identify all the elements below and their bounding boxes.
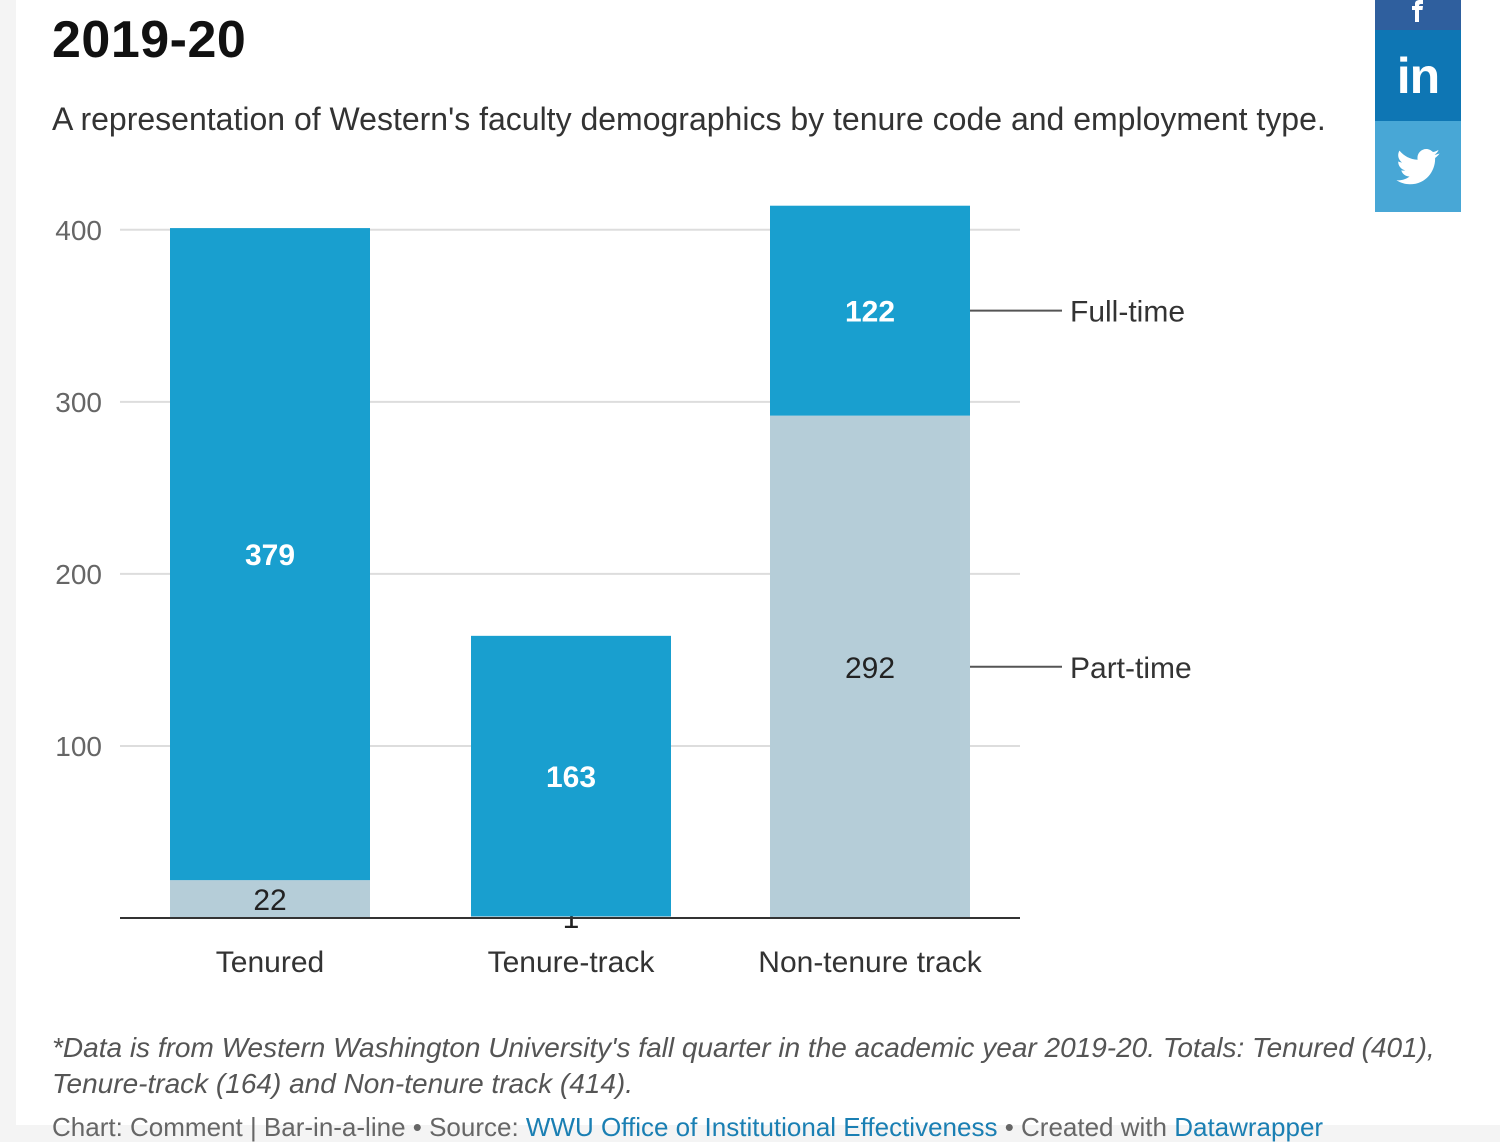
data-label-tenure-track-full-time: 163 bbox=[546, 761, 596, 794]
credits-middle: • Created with bbox=[997, 1112, 1175, 1142]
source-link[interactable]: WWU Office of Institutional Effectivenes… bbox=[525, 1112, 998, 1142]
x-tick-label-tenured: Tenured bbox=[216, 946, 324, 979]
chart-subtitle: A representation of Western's faculty de… bbox=[52, 101, 1326, 137]
y-tick-label-100: 100 bbox=[55, 731, 102, 762]
bar-non-tenure-track-full-time bbox=[770, 205, 970, 416]
datawrapper-link[interactable]: Datawrapper bbox=[1174, 1112, 1324, 1142]
x-tick-label-tenure-track: Tenure-track bbox=[488, 946, 656, 979]
data-label-non-tenure-track-part-time: 292 bbox=[845, 652, 895, 685]
bar-tenured-full-time bbox=[170, 228, 370, 881]
data-label-tenured-part-time: 22 bbox=[253, 884, 286, 917]
data-label-non-tenure-track-full-time: 122 bbox=[845, 296, 895, 329]
bar-tenured-part-time bbox=[170, 880, 370, 918]
stacked-bar-chart: 10020030040022379Tenured1163Tenure-track… bbox=[55, 205, 1192, 979]
twitter-icon bbox=[1396, 148, 1440, 184]
facebook-icon bbox=[1412, 0, 1423, 22]
chart-title: 2019-20 bbox=[52, 11, 247, 69]
social-share-bar: in bbox=[1375, 0, 1461, 212]
facebook-share-button[interactable] bbox=[1375, 0, 1461, 30]
y-tick-label-200: 200 bbox=[55, 559, 102, 590]
credits-prefix: Chart: Comment | Bar-in-a-line • Source: bbox=[52, 1112, 526, 1142]
legend-label-full-time: Full-time bbox=[1070, 296, 1185, 329]
y-tick-label-400: 400 bbox=[55, 215, 102, 246]
linkedin-icon: in bbox=[1396, 47, 1440, 104]
twitter-share-button[interactable] bbox=[1375, 121, 1461, 212]
linkedin-share-button[interactable]: in bbox=[1375, 30, 1461, 121]
y-tick-label-300: 300 bbox=[55, 387, 102, 418]
data-label-tenured-full-time: 379 bbox=[245, 539, 295, 572]
bar-non-tenure-track-part-time bbox=[770, 415, 970, 918]
chart-footnote: *Data is from Western Washington Univers… bbox=[52, 1032, 1435, 1099]
x-tick-label-non-tenure-track: Non-tenure track bbox=[758, 946, 982, 979]
legend-label-part-time: Part-time bbox=[1070, 652, 1192, 685]
bar-tenure-track-full-time bbox=[471, 635, 671, 917]
chart-credits: Chart: Comment | Bar-in-a-line • Source:… bbox=[52, 1112, 1452, 1142]
